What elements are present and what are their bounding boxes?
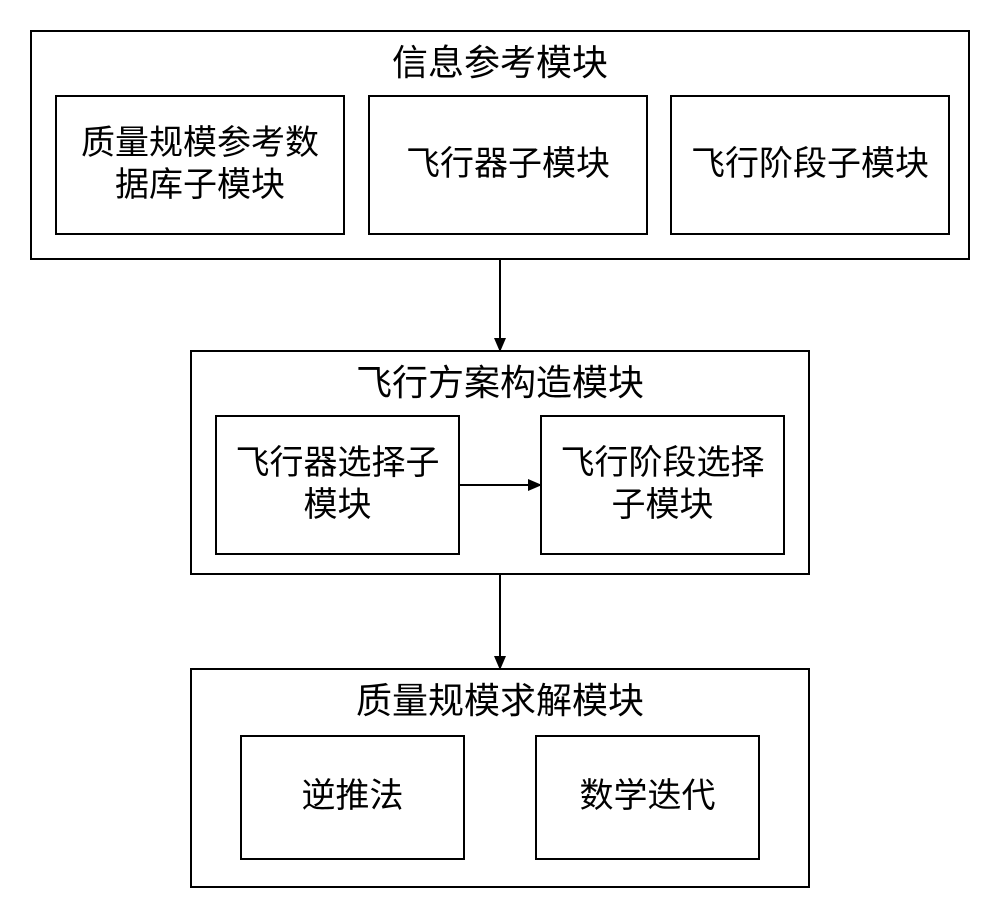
reverse-method-submodule: 逆推法 [240, 735, 465, 860]
diagram-canvas: 信息参考模块 质量规模参考数据库子模块 飞行器子模块 飞行阶段子模块 飞行方案构… [0, 0, 1000, 918]
aircraft-select-submodule: 飞行器选择子模块 [215, 415, 460, 555]
mass-scale-solve-title: 质量规模求解模块 [190, 673, 810, 723]
flight-plan-construct-title: 飞行方案构造模块 [190, 355, 810, 405]
info-reference-title: 信息参考模块 [30, 35, 970, 85]
mass-scale-db-submodule: 质量规模参考数据库子模块 [55, 95, 345, 235]
math-iteration-submodule: 数学迭代 [535, 735, 760, 860]
aircraft-submodule: 飞行器子模块 [368, 95, 648, 235]
flight-phase-submodule: 飞行阶段子模块 [670, 95, 950, 235]
flight-phase-select-submodule: 飞行阶段选择子模块 [540, 415, 785, 555]
